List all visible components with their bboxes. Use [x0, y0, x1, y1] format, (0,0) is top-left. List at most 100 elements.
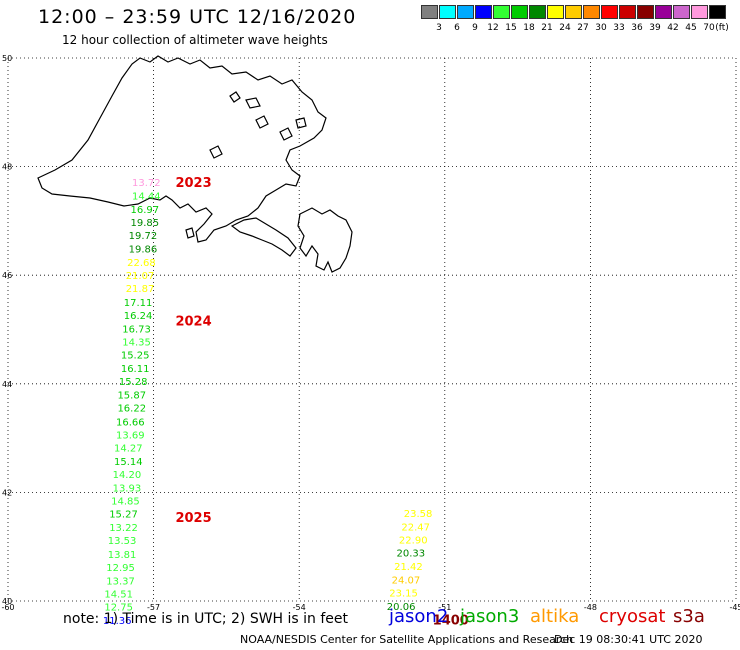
scale-swatch [619, 5, 636, 19]
scale-swatch [601, 5, 618, 19]
wave-height-label: 16.97 [131, 205, 160, 216]
wave-height-label: 11.36 [103, 616, 132, 627]
scale-swatch [529, 5, 546, 19]
lon-tick-label: -60 [1, 603, 14, 612]
lon-tick-label: -51 [438, 603, 451, 612]
footer-credit: NOAA/NESDIS Center for Satellite Applica… [240, 633, 574, 646]
scale-label: 70 [703, 23, 715, 33]
scale-swatch [583, 5, 600, 19]
wave-height-label: 16.11 [121, 364, 150, 375]
scale-swatch [493, 5, 510, 19]
satellite-label-s3a: s3a [673, 606, 705, 627]
scale-swatch [511, 5, 528, 19]
wave-height-label: 12.95 [106, 563, 135, 574]
wave-height-label: 13.22 [109, 523, 138, 534]
wave-height-label: 15.27 [109, 510, 138, 521]
wave-height-label: 16.24 [124, 311, 153, 322]
scale-label: 36 [631, 23, 643, 33]
wave-height-label: 21.42 [394, 562, 423, 573]
scale-label: 12 [487, 23, 499, 33]
wave-height-label: 15.28 [119, 377, 148, 388]
scale-swatch [421, 5, 438, 19]
wave-height-label: 22.47 [401, 523, 430, 534]
scale-label: 24 [559, 23, 571, 33]
scale-label: 3 [436, 23, 442, 33]
satellite-label-cryosat: cryosat [599, 606, 666, 627]
wave-height-label: 13.53 [108, 536, 137, 547]
wave-height-label: 14.85 [111, 497, 140, 508]
time-label: 1400 [433, 613, 469, 628]
wave-height-label: 16.66 [116, 417, 145, 428]
wave-height-label: 13.93 [113, 484, 142, 495]
lat-lon-grid [7, 57, 737, 602]
lat-tick-label: 40 [2, 597, 12, 606]
wave-height-label: 14.20 [113, 470, 142, 481]
lat-tick-label: 44 [2, 380, 12, 389]
lon-tick-label: -45 [729, 603, 740, 612]
satellite-label-jason2: jason2 [389, 606, 449, 627]
wave-height-label: 13.69 [116, 430, 145, 441]
wave-height-label: 19.86 [129, 245, 158, 256]
lon-tick-label: -48 [584, 603, 597, 612]
scale-label: 33 [613, 23, 625, 33]
lat-tick-label: 50 [2, 54, 12, 63]
wave-height-label: 21.87 [126, 284, 155, 295]
wave-height-label: 19.85 [131, 218, 160, 229]
wave-height-label: 22.90 [399, 536, 428, 547]
wave-height-label: 15.14 [114, 457, 143, 468]
wave-height-label: 20.33 [397, 549, 426, 560]
wave-height-label: 14.27 [114, 443, 143, 454]
satellite-label-jason3: jason3 [460, 606, 520, 627]
scale-label: 45 [685, 23, 697, 33]
wave-height-label: 21.07 [126, 271, 155, 282]
scale-swatch [673, 5, 690, 19]
lon-tick-label: -54 [293, 603, 306, 612]
wave-height-label: 17.11 [124, 298, 153, 309]
axis-tick-labels: -60 -57 -54 -51 -48 -45 50 48 46 44 42 40 [1, 54, 740, 612]
wave-height-label: 15.87 [117, 391, 146, 402]
scale-label: 27 [577, 23, 589, 33]
time-label: 2023 [175, 176, 211, 191]
footer-timestamp: Dec 19 08:30:41 UTC 2020 [554, 633, 703, 646]
wave-height-label: 23.58 [404, 509, 433, 520]
lat-tick-label: 42 [2, 488, 12, 497]
footer-note: note: 1) Time is in UTC; 2) SWH is in fe… [63, 611, 349, 627]
wave-height-label: 24.07 [392, 575, 421, 586]
wave-height-label: 13.72 [132, 178, 161, 189]
map-subtitle: 12 hour collection of altimeter wave hei… [62, 33, 328, 47]
wave-height-label: 16.73 [122, 324, 151, 335]
scale-label: 18 [523, 23, 535, 33]
scale-label: 15 [505, 23, 517, 33]
scale-swatch [691, 5, 708, 19]
scale-label: 9 [472, 23, 478, 33]
wave-height-label: 20.06 [387, 602, 416, 613]
scale-label: 39 [649, 23, 661, 33]
wave-height-label: 22.68 [127, 258, 156, 269]
scale-label: 21 [541, 23, 553, 33]
lat-tick-label: 48 [2, 163, 12, 172]
wave-height-label: 14.44 [132, 191, 161, 202]
wave-height-label: 14.35 [122, 337, 151, 348]
scale-swatch [457, 5, 474, 19]
wave-height-label: 23.15 [389, 588, 418, 599]
scale-swatch [475, 5, 492, 19]
wave-height-label: 13.81 [108, 550, 137, 561]
map-title: 12:00 – 23:59 UTC 12/16/2020 [38, 6, 357, 28]
lat-tick-label: 46 [2, 271, 12, 280]
time-label: 2025 [175, 511, 211, 526]
scale-swatch [439, 5, 456, 19]
wave-height-label: 19.72 [129, 231, 158, 242]
scale-swatch [709, 5, 726, 19]
time-label: 2024 [175, 314, 211, 329]
scale-swatch [547, 5, 564, 19]
wave-height-label: 13.37 [106, 576, 135, 587]
satellite-label-altika: altika [530, 606, 580, 627]
scale-swatch [655, 5, 672, 19]
scale-label: 30 [595, 23, 607, 33]
scale-unit: (ft) [715, 23, 729, 33]
wave-height-label: 16.22 [117, 404, 146, 415]
scale-swatch [565, 5, 582, 19]
wave-height-label: 14.51 [104, 589, 133, 600]
wave-height-points: 13.72 14.44 16.97 19.85 19.72 19.86 22.68 21.07… [103, 176, 469, 629]
